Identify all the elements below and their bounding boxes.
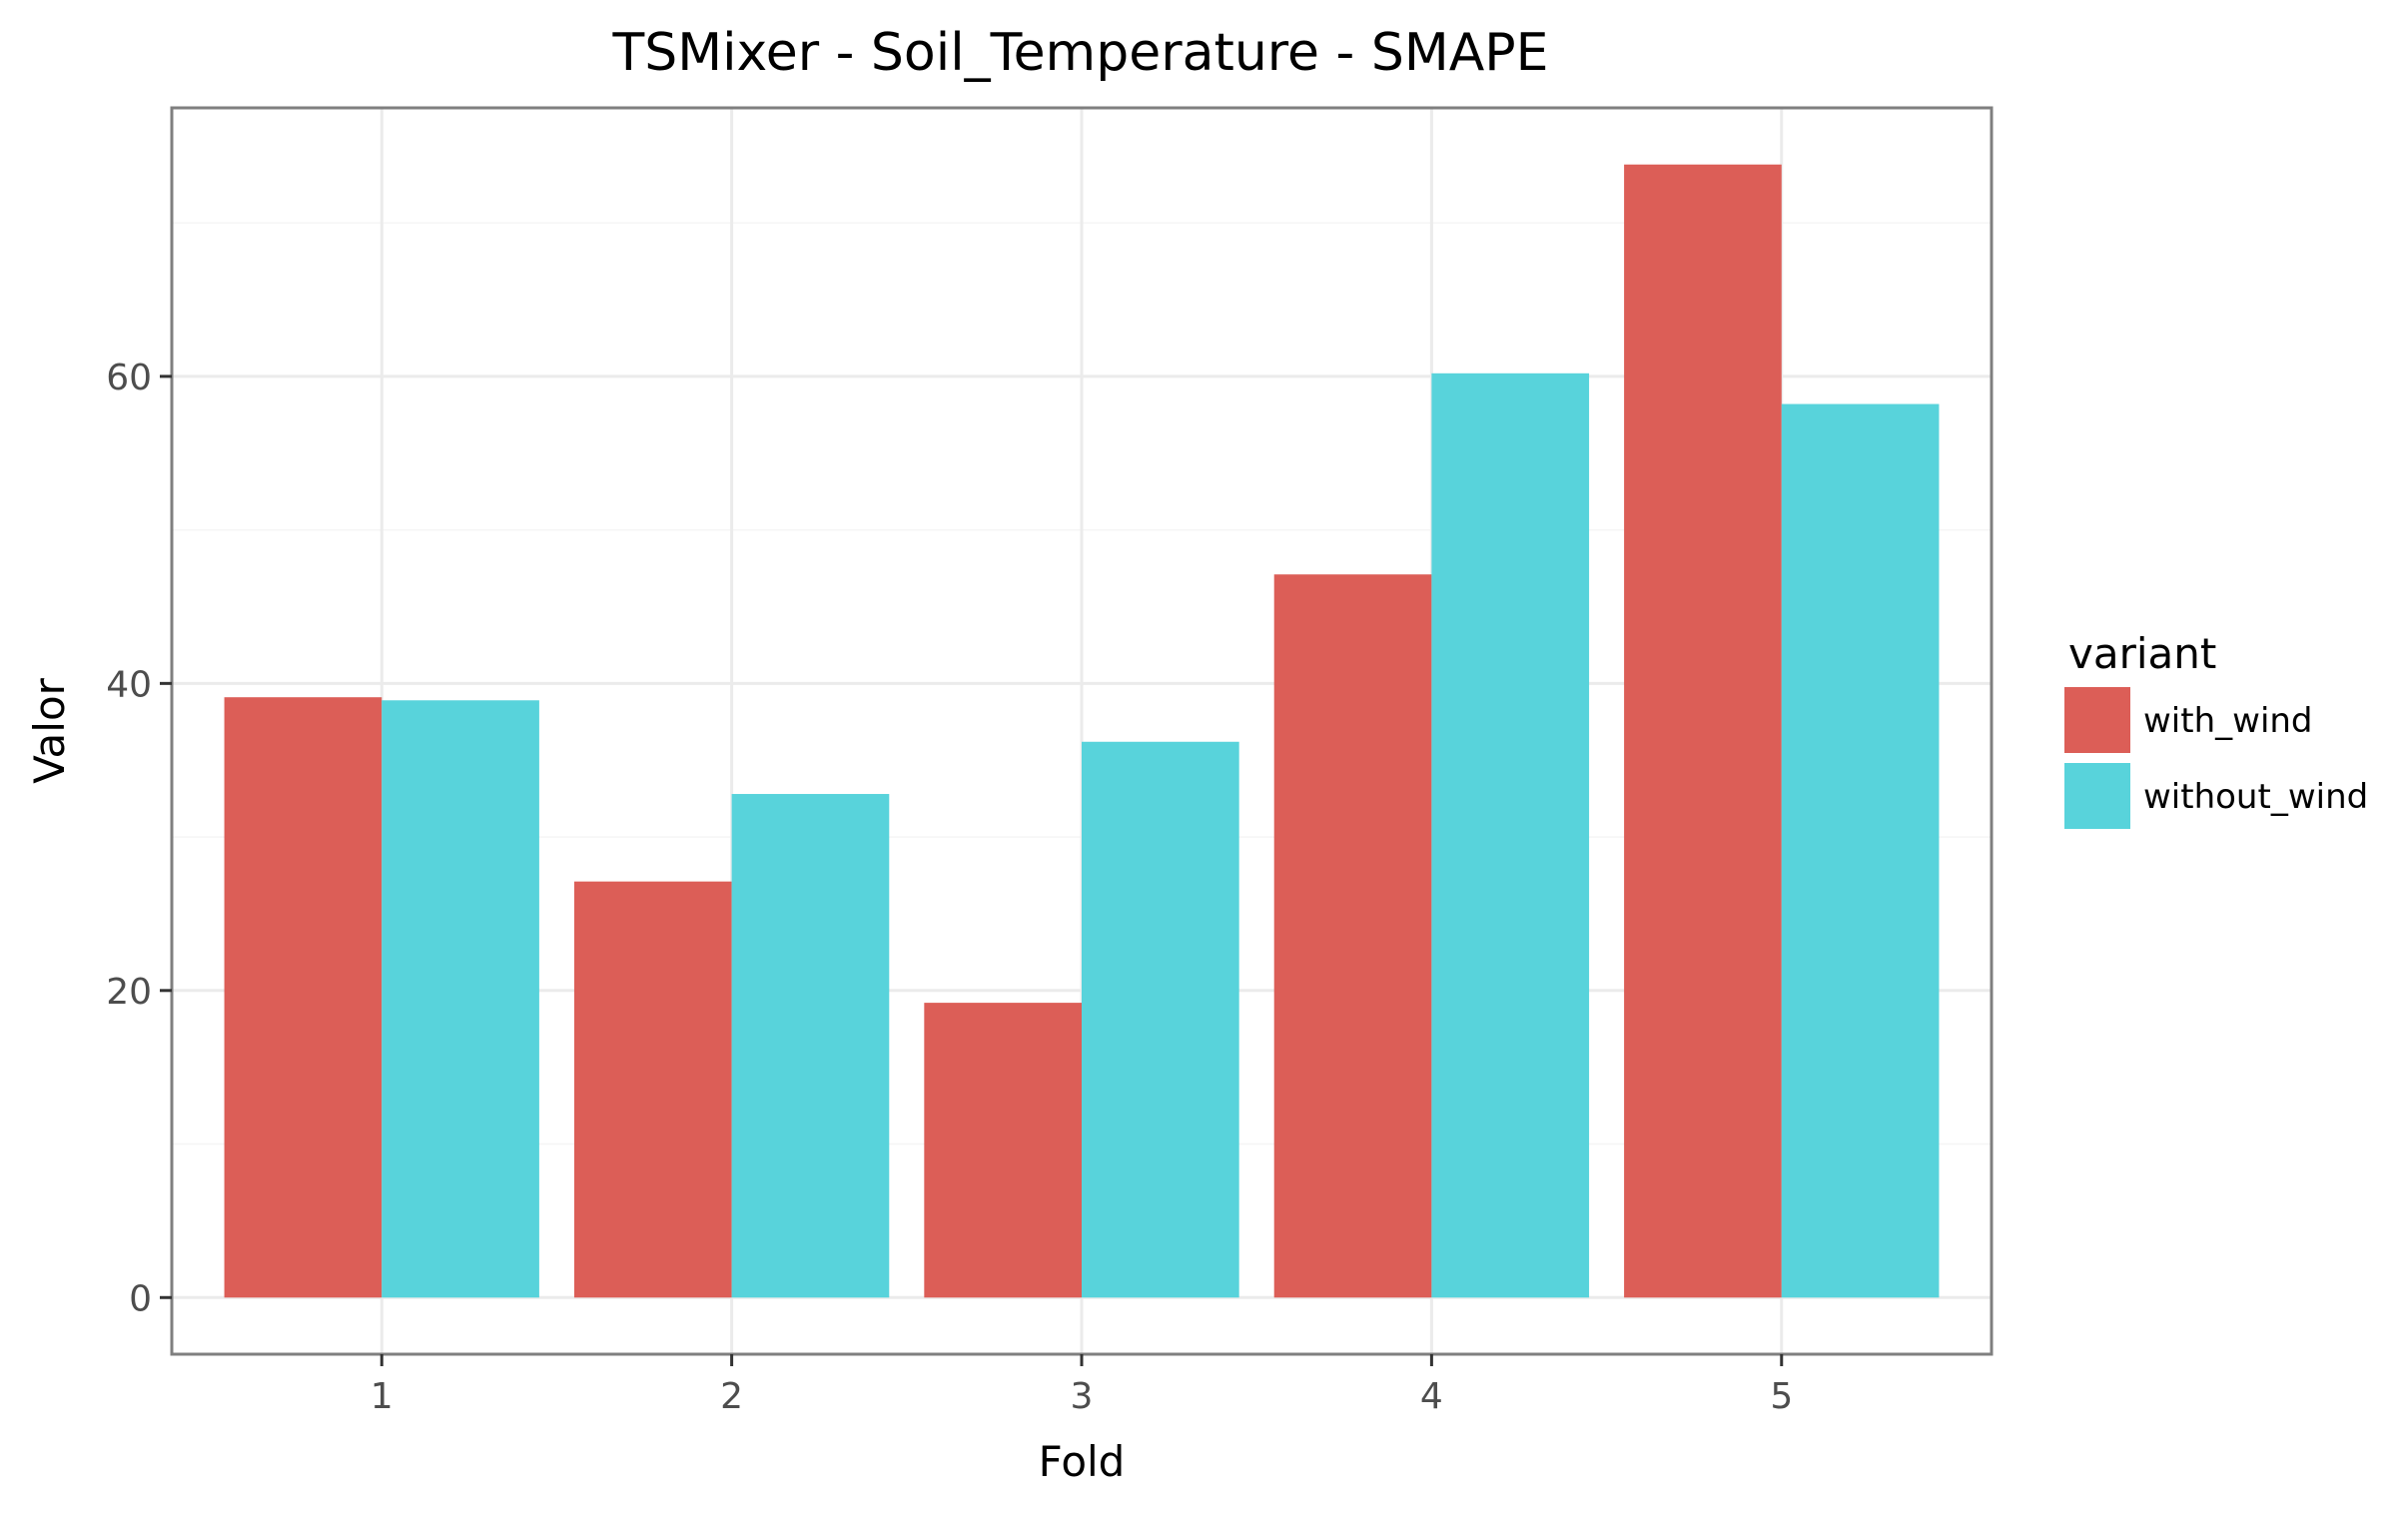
y-axis-title: Valor <box>25 677 74 784</box>
y-tick-label: 20 <box>106 972 152 1013</box>
x-tick-label: 5 <box>1770 1376 1793 1417</box>
bar-without_wind-fold-2 <box>731 794 890 1298</box>
bar-with_wind-fold-5 <box>1624 164 1782 1298</box>
y-tick-label: 40 <box>106 664 152 705</box>
x-tick-label: 4 <box>1420 1376 1443 1417</box>
legend-label-with_wind: with_wind <box>2143 701 2313 741</box>
bar-with_wind-fold-1 <box>224 697 383 1298</box>
x-tick-label: 2 <box>720 1376 743 1417</box>
legend-items: with_wind without_wind <box>2064 687 2368 829</box>
bar-without_wind-fold-4 <box>1431 373 1590 1298</box>
bar-without_wind-fold-5 <box>1781 403 1940 1298</box>
legend-swatch-with_wind <box>2064 687 2130 753</box>
legend-swatch-without_wind <box>2064 763 2130 829</box>
bar-with_wind-fold-4 <box>1273 574 1432 1298</box>
x-tick-label: 3 <box>1071 1376 1094 1417</box>
x-axis-ticks: 1 2 3 4 5 <box>371 1354 1793 1417</box>
y-axis-ticks: 0 20 40 60 <box>106 358 172 1319</box>
chart-title: TSMixer - Soil_Temperature - SMAPE <box>611 23 1548 83</box>
legend-title: variant <box>2068 629 2216 678</box>
bar-without_wind-fold-1 <box>382 700 539 1298</box>
plot-panel <box>170 106 1994 1356</box>
x-axis-title: Fold <box>1039 1437 1126 1486</box>
bar-with_wind-fold-2 <box>573 881 732 1298</box>
legend-label-without_wind: without_wind <box>2143 777 2368 817</box>
y-tick-label: 0 <box>129 1278 152 1319</box>
x-tick-label: 1 <box>371 1376 394 1417</box>
bars <box>224 164 1940 1298</box>
bar-without_wind-fold-3 <box>1082 741 1239 1298</box>
bar-with_wind-fold-3 <box>924 1003 1082 1298</box>
legend: variant with_wind without_wind <box>2064 629 2368 829</box>
y-tick-label: 60 <box>106 358 152 398</box>
